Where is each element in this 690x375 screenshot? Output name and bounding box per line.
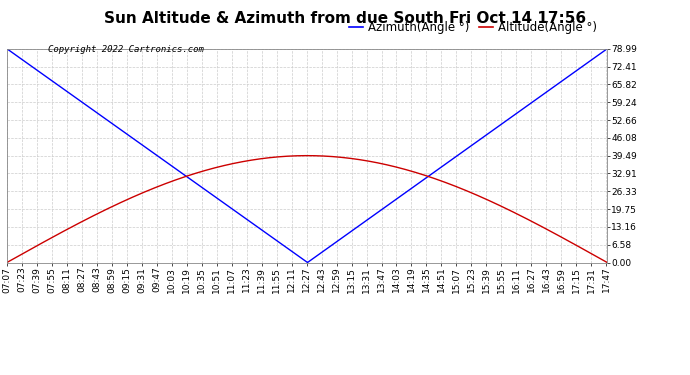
- Text: Copyright 2022 Cartronics.com: Copyright 2022 Cartronics.com: [48, 45, 204, 54]
- Legend: Azimuth(Angle °), Altitude(Angle °): Azimuth(Angle °), Altitude(Angle °): [344, 16, 601, 39]
- Text: Sun Altitude & Azimuth from due South Fri Oct 14 17:56: Sun Altitude & Azimuth from due South Fr…: [104, 11, 586, 26]
